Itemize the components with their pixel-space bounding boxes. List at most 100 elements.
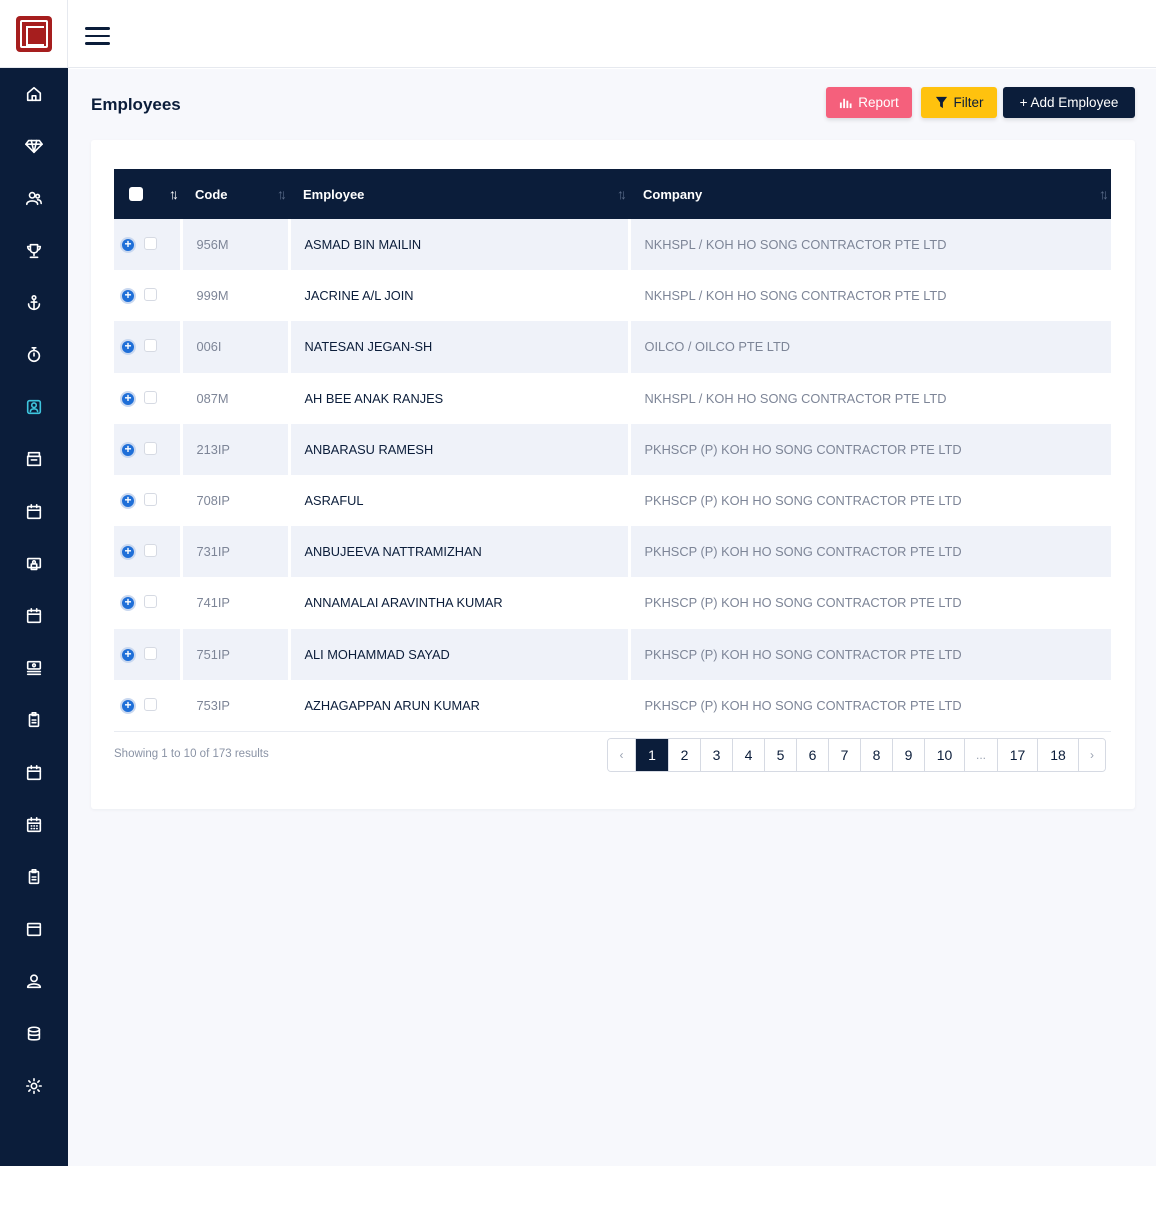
page-7[interactable]: 7 xyxy=(828,739,860,771)
page-5[interactable]: 5 xyxy=(764,739,796,771)
sidebar-item-home[interactable] xyxy=(0,74,68,114)
expand-row-icon[interactable]: + xyxy=(120,544,136,561)
employee-name[interactable]: ANBUJEEVA NATTRAMIZHAN xyxy=(289,526,631,578)
expand-row-icon[interactable]: + xyxy=(120,441,136,458)
report-button[interactable]: Report xyxy=(826,87,912,118)
row-controls: + xyxy=(114,577,183,629)
prev-page-button[interactable]: ‹ xyxy=(608,739,635,771)
sidebar-item-calendar[interactable] xyxy=(0,596,68,636)
row-checkbox[interactable] xyxy=(144,544,157,558)
sidebar-item-clipboard[interactable] xyxy=(0,857,68,897)
employee-name[interactable]: ASMAD BIN MAILIN xyxy=(289,219,631,271)
employee-name[interactable]: AH BEE ANAK RANJES xyxy=(289,372,631,424)
expand-row-icon[interactable]: + xyxy=(120,492,136,509)
filter-button[interactable]: Filter xyxy=(921,87,997,118)
row-controls: + xyxy=(114,628,183,680)
sidebar-item-box-tray[interactable] xyxy=(0,439,68,479)
employee-company: PKHSCP (P) KOH HO SONG CONTRACTOR PTE LT… xyxy=(629,679,1111,731)
page-8[interactable]: 8 xyxy=(860,739,892,771)
employee-name[interactable]: AZHAGAPPAN ARUN KUMAR xyxy=(289,679,631,731)
table-row[interactable]: +751IP ALI MOHAMMAD SAYAD PKHSCP (P) KOH H… xyxy=(114,628,1111,680)
table-row[interactable]: +087M AH BEE ANAK RANJES NKHSPL / KOH HO S… xyxy=(114,372,1111,424)
page-9[interactable]: 9 xyxy=(892,739,924,771)
employee-code: 708IP xyxy=(181,474,291,527)
sidebar-item-calendar-grid[interactable] xyxy=(0,805,68,845)
sidebar-item-calendar[interactable] xyxy=(0,753,68,793)
table-row[interactable]: +213IP ANBARASU RAMESH PKHSCP (P) KOH HO S… xyxy=(114,423,1111,475)
sidebar-item-gear[interactable] xyxy=(0,1066,68,1106)
table-row[interactable]: +753IP AZHAGAPPAN ARUN KUMAR PKHSCP (P) KO… xyxy=(114,679,1111,731)
employee-code: 741IP xyxy=(181,577,291,629)
hamburger-icon[interactable] xyxy=(85,27,110,45)
sidebar-item-user[interactable] xyxy=(0,961,68,1001)
employee-name[interactable]: ASRAFUL xyxy=(289,474,631,527)
sidebar-item-contact-card[interactable] xyxy=(0,387,68,427)
page-18[interactable]: 18 xyxy=(1037,739,1078,771)
employee-name[interactable]: ALI MOHAMMAD SAYAD xyxy=(289,628,631,680)
employee-code: 753IP xyxy=(181,679,291,731)
logo-container[interactable] xyxy=(0,0,68,68)
sidebar-item-printer[interactable] xyxy=(0,544,68,584)
next-page-button[interactable]: › xyxy=(1078,739,1105,771)
page-1[interactable]: 1 xyxy=(635,739,668,771)
page-4[interactable]: 4 xyxy=(732,739,764,771)
sidebar-item-anchor[interactable] xyxy=(0,283,68,323)
table-row[interactable]: +731IP ANBUJEEVA NATTRAMIZHAN PKHSCP (P) K… xyxy=(114,526,1111,578)
anchor-icon xyxy=(27,294,41,310)
sort-icon[interactable]: ↑↓ xyxy=(169,186,179,202)
employee-code: 731IP xyxy=(181,526,291,578)
page-6[interactable]: 6 xyxy=(796,739,828,771)
row-checkbox[interactable] xyxy=(144,237,157,250)
expand-row-icon[interactable]: + xyxy=(120,595,136,612)
row-checkbox[interactable] xyxy=(144,390,157,404)
clipboard-icon xyxy=(28,712,40,728)
row-checkbox[interactable] xyxy=(144,339,157,353)
expand-row-icon[interactable]: + xyxy=(120,237,136,253)
sidebar-item-stopwatch[interactable] xyxy=(0,335,68,375)
sort-icon[interactable]: ↑↓ xyxy=(1099,186,1109,202)
sidebar-item-users[interactable] xyxy=(0,178,68,218)
expand-row-icon[interactable]: + xyxy=(120,390,136,407)
expand-row-icon[interactable]: + xyxy=(120,339,136,356)
add-employee-button[interactable]: + Add Employee xyxy=(1003,87,1135,118)
sidebar-item-calendar[interactable] xyxy=(0,492,68,532)
employees-card: ↑↓ Code ↑↓ Employee ↑↓ Company ↑↓ xyxy=(91,140,1135,809)
page-3[interactable]: 3 xyxy=(700,739,732,771)
expand-row-icon[interactable]: + xyxy=(120,697,136,714)
company-seal-logo[interactable] xyxy=(15,16,52,52)
row-checkbox[interactable] xyxy=(144,697,157,711)
row-checkbox[interactable] xyxy=(144,492,157,506)
select-all-checkbox[interactable] xyxy=(129,187,143,201)
sidebar-item-diamond[interactable] xyxy=(0,126,68,166)
table-row[interactable]: +708IP ASRAFUL PKHSCP (P) KOH HO SONG CONT… xyxy=(114,474,1111,527)
sidebar-item-trophy[interactable] xyxy=(0,231,68,271)
sort-icon[interactable]: ↑↓ xyxy=(617,186,627,202)
employee-name[interactable]: ANBARASU RAMESH xyxy=(289,423,631,475)
table-row[interactable]: +006I NATESAN JEGAN-SH OILCO / OILCO PTE L… xyxy=(114,321,1111,373)
table-row[interactable]: +956M ASMAD BIN MAILIN NKHSPL / KOH HO SON… xyxy=(114,219,1111,271)
filter-icon xyxy=(935,96,947,109)
employee-name[interactable]: ANNAMALAI ARAVINTHA KUMAR xyxy=(289,577,631,629)
code-column-header[interactable]: Code ↑↓ xyxy=(181,169,289,219)
row-checkbox[interactable] xyxy=(144,441,157,455)
sidebar-item-window[interactable] xyxy=(0,909,68,949)
employee-column-header[interactable]: Employee ↑↓ xyxy=(289,169,629,219)
expand-row-icon[interactable]: + xyxy=(120,646,136,663)
page-10[interactable]: 10 xyxy=(924,739,964,771)
employee-name[interactable]: NATESAN JEGAN-SH xyxy=(289,321,631,373)
page-17[interactable]: 17 xyxy=(997,739,1037,771)
sidebar-item-clipboard[interactable] xyxy=(0,700,68,740)
page-2[interactable]: 2 xyxy=(668,739,700,771)
row-checkbox[interactable] xyxy=(144,646,157,660)
sidebar-item-server[interactable] xyxy=(0,648,68,688)
sidebar-item-database[interactable] xyxy=(0,1014,68,1054)
row-checkbox[interactable] xyxy=(144,595,157,609)
row-checkbox[interactable] xyxy=(144,288,157,302)
stopwatch-icon xyxy=(27,346,41,363)
employee-name[interactable]: JACRINE A/L JOIN xyxy=(289,270,631,322)
table-row[interactable]: +741IP ANNAMALAI ARAVINTHA KUMAR PKHSCP (P… xyxy=(114,577,1111,629)
company-column-header[interactable]: Company ↑↓ xyxy=(629,169,1111,219)
expand-row-icon[interactable]: + xyxy=(120,288,136,305)
sort-icon[interactable]: ↑↓ xyxy=(277,186,287,202)
table-row[interactable]: +999M JACRINE A/L JOIN NKHSPL / KOH HO SON… xyxy=(114,270,1111,322)
